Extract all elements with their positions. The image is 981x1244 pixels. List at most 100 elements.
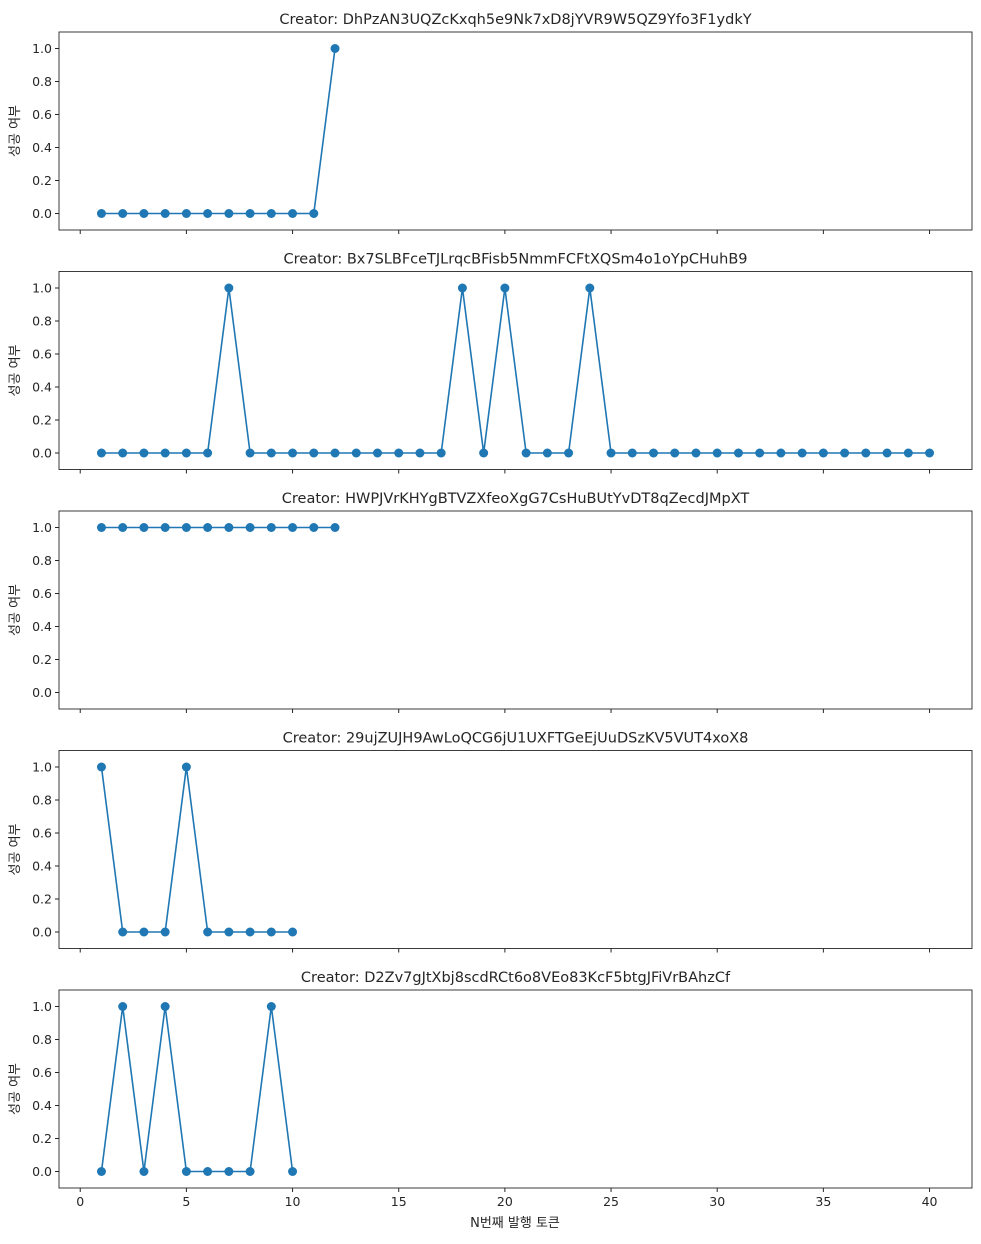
data-point: [288, 927, 298, 937]
data-point: [288, 209, 298, 218]
y-tick-label: 0.0: [32, 1164, 52, 1179]
data-point: [224, 523, 234, 532]
data-point: [118, 927, 128, 937]
x-tick-label: 40: [922, 1194, 938, 1209]
data-point: [203, 209, 213, 218]
data-point: [797, 448, 807, 458]
y-tick-label: 1.0: [32, 760, 52, 775]
data-point: [245, 523, 255, 532]
data-point: [288, 523, 298, 532]
data-point: [479, 448, 489, 458]
y-tick-label: 1.0: [32, 41, 52, 56]
y-tick-label: 0.2: [32, 413, 52, 428]
series-line: [100, 766, 293, 933]
data-point: [118, 448, 128, 458]
data-point: [755, 448, 765, 458]
data-point: [96, 523, 106, 532]
data-point: [861, 448, 871, 458]
data-point: [160, 1002, 170, 1011]
data-point: [288, 1167, 298, 1176]
axes-frame: [58, 989, 973, 1189]
data-point: [288, 448, 298, 458]
data-point: [649, 448, 659, 458]
y-tick-label: 0.6: [32, 107, 52, 122]
y-tick-label: 0.0: [32, 446, 52, 461]
subplot-2: Creator: Bx7SLBFceTJLrqcBFisb5NmmFCFtXQS…: [8, 252, 973, 474]
subplot-1: Creator: DhPzAN3UQZcKxqh5e9Nk7xD8jYVR9W5…: [8, 12, 973, 234]
data-point: [394, 448, 404, 458]
y-tick-label: 0.8: [32, 74, 52, 89]
data-point: [266, 448, 276, 458]
data-point: [139, 927, 149, 937]
data-point: [776, 448, 786, 458]
x-tick-label: 20: [497, 1194, 513, 1209]
data-point: [840, 448, 850, 458]
y-tick-label: 0.8: [32, 314, 52, 329]
data-point: [224, 209, 234, 218]
data-point: [903, 448, 913, 458]
data-point: [224, 1167, 234, 1176]
data-point: [627, 448, 637, 458]
subplot-4: Creator: 29ujZUJH9AwLoQCG6jU1UXFTGeEjUuD…: [8, 731, 973, 953]
data-point: [882, 448, 892, 458]
data-point: [224, 283, 234, 293]
data-point: [266, 1002, 276, 1011]
y-tick-label: 0.8: [32, 793, 52, 808]
y-axis-label: 성공 여부: [8, 105, 23, 157]
y-tick-label: 0.2: [32, 173, 52, 188]
subplot-title: Creator: Bx7SLBFceTJLrqcBFisb5NmmFCFtXQS…: [284, 252, 748, 268]
data-point: [245, 448, 255, 458]
x-tick-label: 0: [76, 1194, 84, 1209]
series-line: [100, 1006, 294, 1173]
subplot-title: Creator: 29ujZUJH9AwLoQCG6jU1UXFTGeEjUuD…: [283, 731, 749, 747]
axes-frame: [58, 750, 973, 949]
subplot-title: Creator: DhPzAN3UQZcKxqh5e9Nk7xD8jYVR9W5…: [279, 12, 751, 28]
data-point: [160, 523, 170, 532]
y-tick-label: 0.6: [32, 586, 52, 601]
data-point: [309, 209, 319, 218]
y-tick-label: 0.0: [32, 685, 52, 700]
data-point: [330, 44, 340, 53]
data-point: [266, 523, 276, 532]
y-tick-label: 0.6: [32, 1065, 52, 1080]
data-point: [96, 209, 106, 218]
data-point: [96, 448, 106, 458]
data-point: [372, 448, 382, 458]
data-point: [203, 523, 213, 532]
data-point: [181, 762, 191, 772]
data-point: [309, 448, 319, 458]
y-tick-label: 0.4: [32, 140, 52, 155]
data-point: [330, 523, 340, 532]
y-tick-label: 0.8: [32, 1032, 52, 1047]
series-line: [101, 48, 336, 215]
data-point: [564, 448, 574, 458]
data-point: [245, 209, 255, 218]
subplot-title: Creator: D2Zv7gJtXbj8scdRCt6o8VEo83KcF5b…: [301, 970, 731, 986]
data-point: [181, 448, 191, 458]
subplot-5: Creator: D2Zv7gJtXbj8scdRCt6o8VEo83KcF5b…: [8, 970, 973, 1209]
data-point: [160, 209, 170, 218]
y-tick-label: 0.2: [32, 652, 52, 667]
x-tick-label: 35: [815, 1194, 831, 1209]
data-point: [118, 209, 128, 218]
y-tick-label: 0.4: [32, 380, 52, 395]
data-point: [266, 209, 276, 218]
x-tick-label: 25: [603, 1194, 619, 1209]
data-point: [203, 448, 213, 458]
y-tick-label: 1.0: [32, 520, 52, 535]
data-point: [203, 1167, 213, 1176]
y-tick-label: 0.2: [32, 1131, 52, 1146]
data-point: [96, 762, 106, 772]
axes-frame: [58, 510, 973, 710]
x-tick-label: 15: [391, 1194, 407, 1209]
axes-frame: [58, 31, 973, 231]
axes-frame: [58, 271, 973, 470]
series-line: [101, 287, 930, 454]
y-tick-label: 0.4: [32, 619, 52, 634]
data-point: [139, 448, 149, 458]
y-axis-label: 성공 여부: [8, 344, 23, 396]
data-point: [181, 1167, 191, 1176]
subplot-3: Creator: HWPJVrKHYgBTVZXfeoXgG7CsHuBUtYv…: [8, 491, 973, 713]
y-tick-label: 0.4: [32, 1098, 52, 1113]
data-point: [139, 523, 149, 532]
